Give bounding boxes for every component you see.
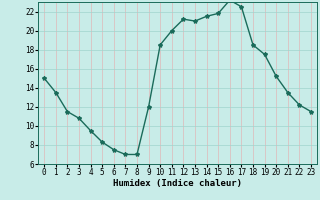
- X-axis label: Humidex (Indice chaleur): Humidex (Indice chaleur): [113, 179, 242, 188]
